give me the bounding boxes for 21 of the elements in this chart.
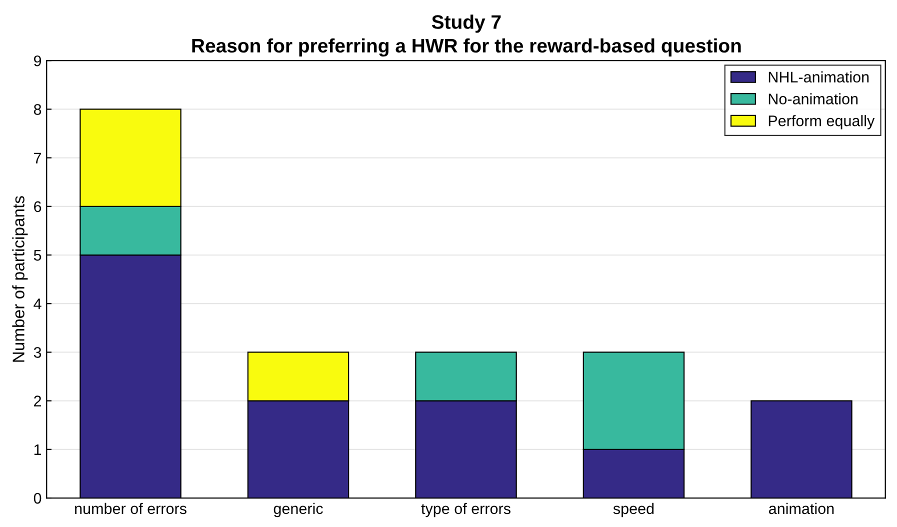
y-tick-label: 8 — [34, 104, 42, 115]
y-tick-label: 4 — [34, 298, 42, 310]
chart-subtitle: Reason for preferring a HWR for the reward-based question — [192, 38, 741, 57]
legend-label: Perform equally — [768, 115, 875, 130]
x-tick-label: speed — [613, 502, 654, 518]
y-tick-label: 9 — [34, 55, 42, 66]
y-tick-label: 3 — [34, 347, 42, 358]
y-tick-label: 1 — [34, 444, 42, 455]
y-tick-label: 2 — [34, 396, 42, 406]
y-tick-label: 0 — [34, 492, 42, 504]
y-tick-label: 6 — [34, 201, 42, 212]
y-axis-title: Number of participants — [12, 196, 28, 362]
x-tick-label: animation — [769, 502, 834, 514]
x-tick-label: generic — [274, 502, 323, 518]
y-tick-label: 5 — [34, 250, 42, 261]
legend-label: No-animation — [768, 93, 858, 104]
y-tick-label: 7 — [34, 152, 42, 164]
chart-title: Study 7 — [432, 14, 501, 33]
x-tick-label: type of errors — [421, 502, 510, 518]
legend-label: NHL-animation — [768, 71, 869, 83]
x-tick-label: number of errors — [75, 502, 186, 514]
